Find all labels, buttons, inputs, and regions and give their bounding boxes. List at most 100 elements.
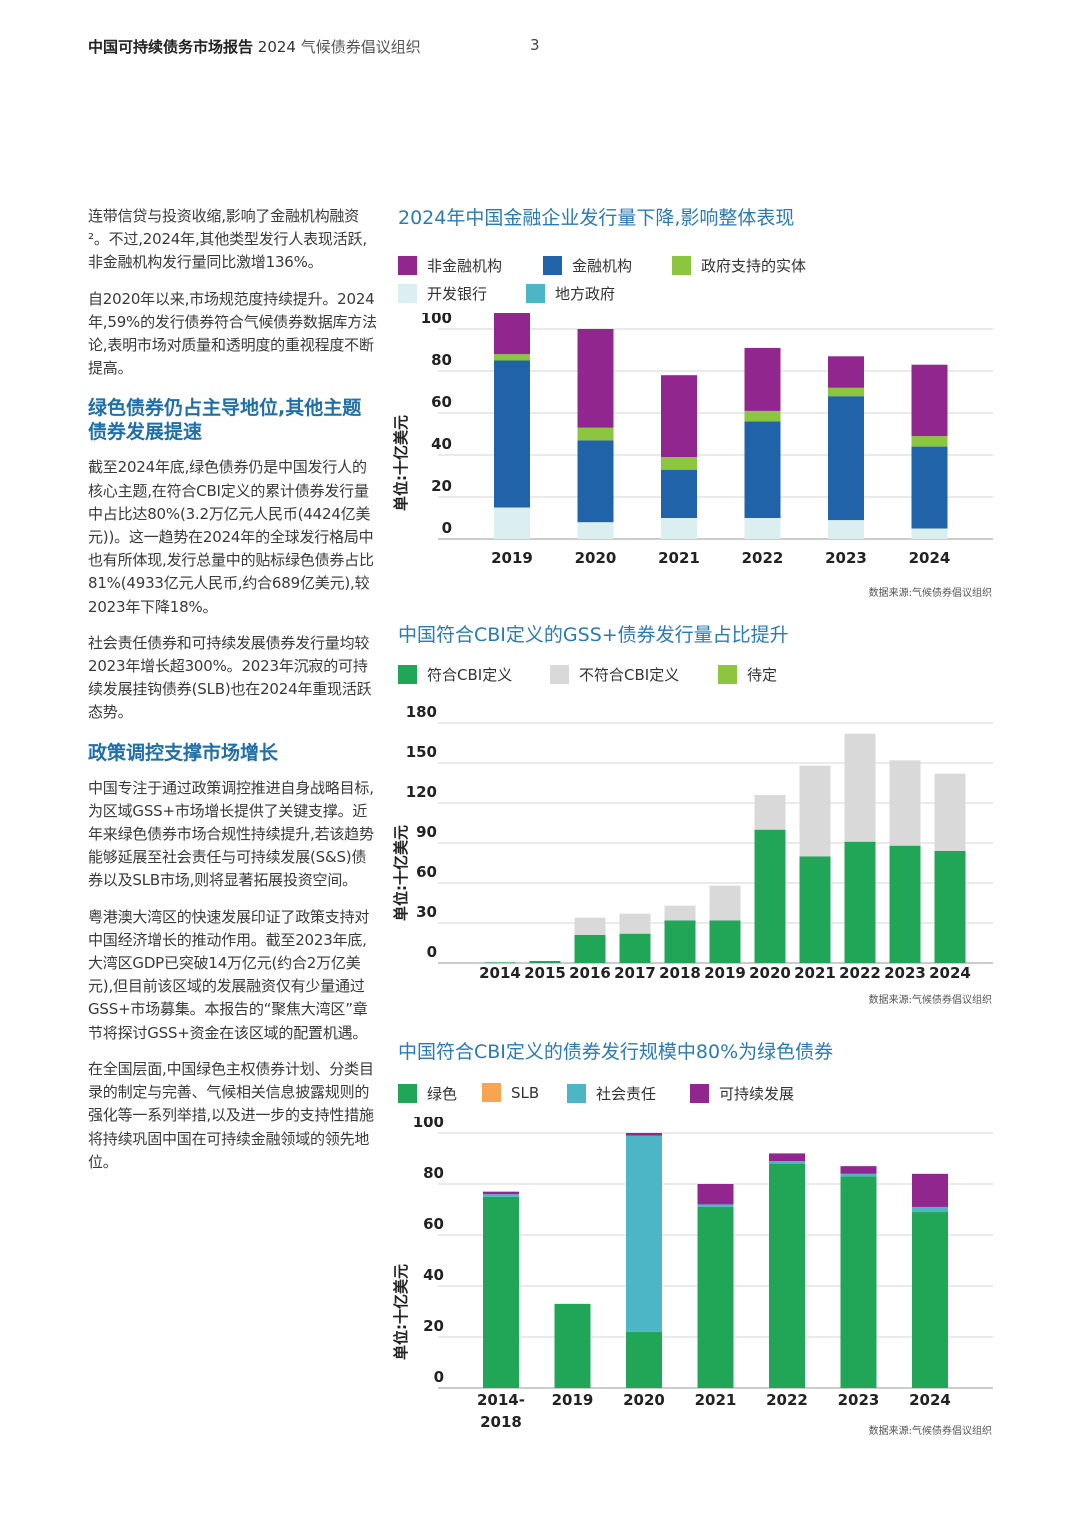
legend-item: 非金融机构 [398,255,502,276]
y-tick-label: 20 [423,1317,444,1335]
y-tick-label: 60 [423,1215,444,1233]
chart-title: 2024年中国金融企业发行量下降,影响整体表现 [398,207,795,229]
bar-segment [626,1331,662,1388]
legend-swatch [567,1084,586,1103]
legend-item: 政府支持的实体 [672,255,806,276]
bar-segment [840,1173,877,1177]
y-tick-label: 100 [413,1117,444,1131]
bar-segment [744,410,781,422]
bar-segment [911,436,948,447]
legend-swatch [550,665,569,684]
legend-swatch [482,1083,501,1102]
y-tick-label: 150 [406,743,437,761]
bar-segment [799,765,831,857]
legend-item: 待定 [718,664,777,685]
x-tick-label: 2023 [825,549,867,567]
bar-segment [912,1206,948,1213]
bar-segment [754,795,786,830]
x-tick-label: 2024 [909,549,951,567]
bar-segment [577,522,614,539]
legend-swatch [398,256,417,275]
legend-label: 金融机构 [572,257,633,275]
y-tick-label: 0 [442,519,452,537]
x-tick-label: 2021 [658,549,700,567]
chart-plot: 0 20 40 60 80 100 单位:十亿美元 2014-2018 2019 2020 2021… [392,1117,993,1431]
legend-swatch [526,284,545,303]
bar-segment [912,1212,948,1388]
x-tick-label: 2019 [552,1391,594,1409]
legend-item: 开发银行 [398,283,487,304]
bar-segment [744,518,781,539]
bar-segment [619,933,651,963]
x-tick-label: 2024 [909,1391,951,1409]
legend-swatch [672,256,691,275]
y-axis-label: 单位:十亿美元 [392,415,410,511]
x-tick-label: 2014-2018 [477,1391,525,1431]
bar-segment [828,387,864,397]
legend-label: SLB [511,1083,540,1102]
legend-swatch [398,665,417,684]
bar-segment [664,905,696,921]
x-tick-label: 2020 [749,964,791,980]
x-tick-label: 2015 [524,964,566,980]
legend-item: 地方政府 [526,283,615,304]
y-tick-label: 90 [416,823,437,841]
bar-segment [529,961,561,963]
x-tick-label: 2017 [614,964,656,980]
bar-segment [494,360,530,508]
y-tick-label: 20 [431,477,452,495]
bar-segment [744,347,781,411]
report-year: 2024 [257,38,296,56]
data-source: 数据来源:气候债券倡议组织 [868,1426,992,1437]
x-tick-label: 2021 [695,1391,737,1409]
x-tick-label: 2024 [929,964,971,980]
bar-segment [934,773,966,851]
bar-segment [934,851,966,963]
bar-segment [754,829,786,963]
bar-segment [483,1194,519,1197]
bar-segment [911,528,948,539]
bar-segment [769,1163,805,1388]
x-tick-label: 2019 [704,964,746,980]
bar-segment [577,329,614,428]
legend-label: 地方政府 [555,285,616,303]
page-number: 3 [530,36,540,54]
bar-segment [661,518,697,539]
issuer-type-chart: 2024年中国金融企业发行量下降,影响整体表现 非金融机构 金融机构 政府支持的… [388,203,998,599]
bar-segment [626,1135,662,1332]
bar-segment [709,885,741,921]
x-tick-label: 2022 [839,964,881,980]
bar-segment [840,1176,877,1388]
legend-label: 符合CBI定义 [427,666,513,684]
section-heading: 政策调控支撑市场增长 [88,741,279,764]
bar-segment [661,457,697,470]
legend-label: 不符合CBI定义 [579,666,680,684]
paragraph: 在全国层面,中国绿色主权债券计划、分类目录的制定与完善、气候相关信息披露规则的强… [88,1059,374,1171]
legend-item: 金融机构 [543,255,632,276]
paragraph: 中国专注于通过政策调控推进自身战略目标,为区域GSS+市场增长提供了关键支撑。近… [88,778,374,890]
chart-plot: 0 20 40 60 80 100 单位:十亿美元 2019 2020 2021 2022 2023 2… [392,313,993,567]
bar-segment [494,354,530,361]
y-tick-label: 60 [431,393,452,411]
bar-segment [799,856,831,963]
x-tick-label: 2016 [569,964,611,980]
legend-swatch [398,284,417,303]
cbi-alignment-chart: 中国符合CBI定义的GSS+债券发行量占比提升 符合CBI定义 不符合CBI定义… [388,620,998,1010]
y-tick-label: 30 [416,903,437,921]
legend-item: 绿色 [398,1083,457,1104]
bar-segment [911,446,948,529]
legend-label: 可持续发展 [719,1085,795,1103]
legend-label: 绿色 [427,1085,458,1103]
x-tick-label: 2022 [742,549,784,567]
bar-segment [494,313,530,355]
paragraph: 粤港澳大湾区的快速发展印证了政策支持对中国经济增长的推动作用。截至2023年底,… [88,907,370,1042]
x-tick-label: 2020 [575,549,617,567]
bar-segment [483,1191,519,1195]
legend-label: 政府支持的实体 [701,257,807,275]
bar-segment [619,913,651,934]
bar-segment [484,962,516,964]
bond-theme-chart: 中国符合CBI定义的债券发行规模中80%为绿色债券 绿色 SLB 社会责任 可持… [388,1037,998,1437]
paragraph: 自2020年以来,市场规范度持续提升。2024年,59%的发行债券符合气候债券数… [88,289,377,378]
bar-segment [844,733,876,842]
chart-title: 中国符合CBI定义的债券发行规模中80%为绿色债券 [398,1041,834,1063]
